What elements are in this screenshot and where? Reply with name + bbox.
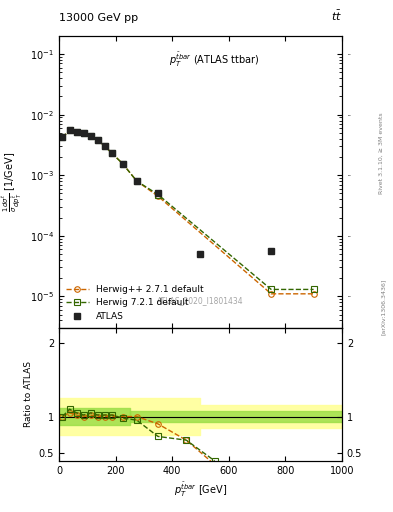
Herwig 7.2.1 default [156,191,160,198]
Herwig++ 2.7.1 default [67,127,72,134]
ATLAS [269,248,274,254]
Text: $t\bar{t}$: $t\bar{t}$ [331,9,342,23]
Herwig++ 2.7.1 default [95,137,100,143]
Herwig 7.2.1 default [311,286,316,292]
Herwig 7.2.1 default [134,178,139,184]
Herwig++ 2.7.1 default [156,193,160,199]
Text: $p_T^{\bar{t}bar}$ (ATLAS ttbar): $p_T^{\bar{t}bar}$ (ATLAS ttbar) [169,51,260,69]
ATLAS [67,127,72,134]
ATLAS [81,130,86,136]
ATLAS [74,129,79,135]
Line: Herwig++ 2.7.1 default: Herwig++ 2.7.1 default [60,127,316,296]
Herwig++ 2.7.1 default [110,150,114,156]
ATLAS [103,143,107,150]
Y-axis label: Ratio to ATLAS: Ratio to ATLAS [24,361,33,428]
ATLAS [134,178,139,184]
Herwig 7.2.1 default [60,134,65,140]
Herwig++ 2.7.1 default [81,130,86,136]
Herwig++ 2.7.1 default [103,143,107,150]
Text: Rivet 3.1.10, ≥ 3M events: Rivet 3.1.10, ≥ 3M events [379,113,384,195]
ATLAS [60,134,65,140]
Herwig++ 2.7.1 default [60,134,65,140]
Herwig 7.2.1 default [67,127,72,134]
Herwig++ 2.7.1 default [88,133,93,139]
ATLAS [110,150,114,156]
Herwig 7.2.1 default [88,133,93,139]
Line: Herwig 7.2.1 default: Herwig 7.2.1 default [60,127,316,292]
Y-axis label: $\frac{1}{\sigma}\frac{d\sigma^{\bar{t}}}{dp^{\bar{t}}_{T}}$ [1/GeV]: $\frac{1}{\sigma}\frac{d\sigma^{\bar{t}}… [0,152,24,212]
Herwig 7.2.1 default [120,161,125,167]
Herwig++ 2.7.1 default [74,129,79,135]
Herwig++ 2.7.1 default [311,291,316,297]
ATLAS [95,137,100,143]
Herwig++ 2.7.1 default [120,161,125,167]
Herwig++ 2.7.1 default [269,291,274,297]
Herwig 7.2.1 default [103,143,107,150]
X-axis label: $p^{\bar{t}bar}_T$ [GeV]: $p^{\bar{t}bar}_T$ [GeV] [174,481,227,499]
Herwig 7.2.1 default [110,150,114,156]
Herwig 7.2.1 default [74,129,79,135]
Legend: Herwig++ 2.7.1 default, Herwig 7.2.1 default, ATLAS: Herwig++ 2.7.1 default, Herwig 7.2.1 def… [63,282,206,324]
Text: ATLAS_2020_I1801434: ATLAS_2020_I1801434 [157,295,244,305]
Herwig++ 2.7.1 default [134,178,139,184]
Herwig 7.2.1 default [269,286,274,292]
Line: ATLAS: ATLAS [59,127,275,258]
Herwig 7.2.1 default [95,137,100,143]
ATLAS [120,161,125,167]
ATLAS [156,190,160,197]
Herwig 7.2.1 default [81,130,86,136]
ATLAS [198,251,203,257]
Text: [arXiv:1306.3436]: [arXiv:1306.3436] [381,279,386,335]
ATLAS [88,133,93,139]
Text: 13000 GeV pp: 13000 GeV pp [59,13,138,23]
